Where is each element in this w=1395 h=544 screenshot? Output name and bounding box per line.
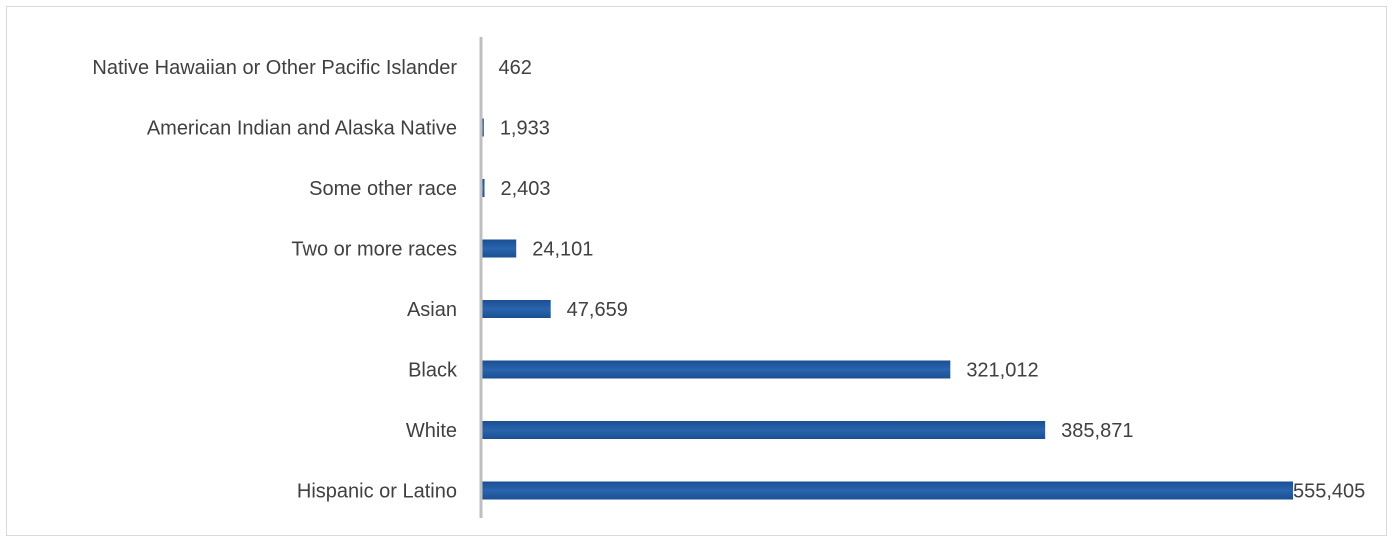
category-tick-label: Native Hawaiian or Other Pacific Islande… xyxy=(92,57,457,79)
category-tick-label: Black xyxy=(408,360,458,382)
data-label: 321,012 xyxy=(966,360,1038,382)
bars-layer xyxy=(481,58,1293,500)
bar xyxy=(481,360,951,379)
category-tick-label: Asian xyxy=(407,299,457,321)
bar xyxy=(481,481,1293,500)
data-label: 462 xyxy=(499,57,532,79)
data-label: 1,933 xyxy=(500,118,550,140)
category-tick-label: American Indian and Alaska Native xyxy=(147,118,457,140)
data-label: 47,659 xyxy=(567,299,628,321)
labels-layer: Native Hawaiian or Other Pacific Islande… xyxy=(92,57,1365,503)
chart-frame xyxy=(6,6,1387,536)
category-tick-label: White xyxy=(406,420,457,442)
category-tick-label: Some other race xyxy=(309,178,457,200)
data-label: 385,871 xyxy=(1061,420,1133,442)
bar xyxy=(481,421,1046,439)
bar xyxy=(481,179,485,197)
bar xyxy=(481,239,517,258)
bar xyxy=(481,300,551,318)
data-label: 2,403 xyxy=(501,178,551,200)
category-tick-label: Two or more races xyxy=(291,239,457,261)
data-label: 24,101 xyxy=(532,239,593,261)
category-tick-label: Hispanic or Latino xyxy=(297,481,457,503)
data-label: 555,405 xyxy=(1293,481,1365,503)
